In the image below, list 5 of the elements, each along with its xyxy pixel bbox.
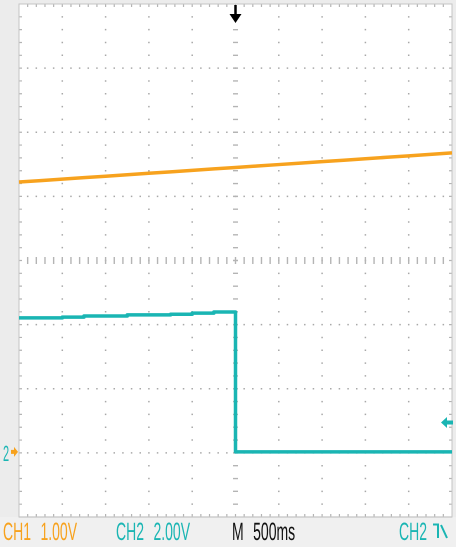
text: CH1 1.00V [3,519,78,546]
text: 2 [3,440,10,466]
text: CH2 2.00V [116,519,190,546]
text: M 500ms [232,519,296,546]
text: CH2 [399,519,427,546]
